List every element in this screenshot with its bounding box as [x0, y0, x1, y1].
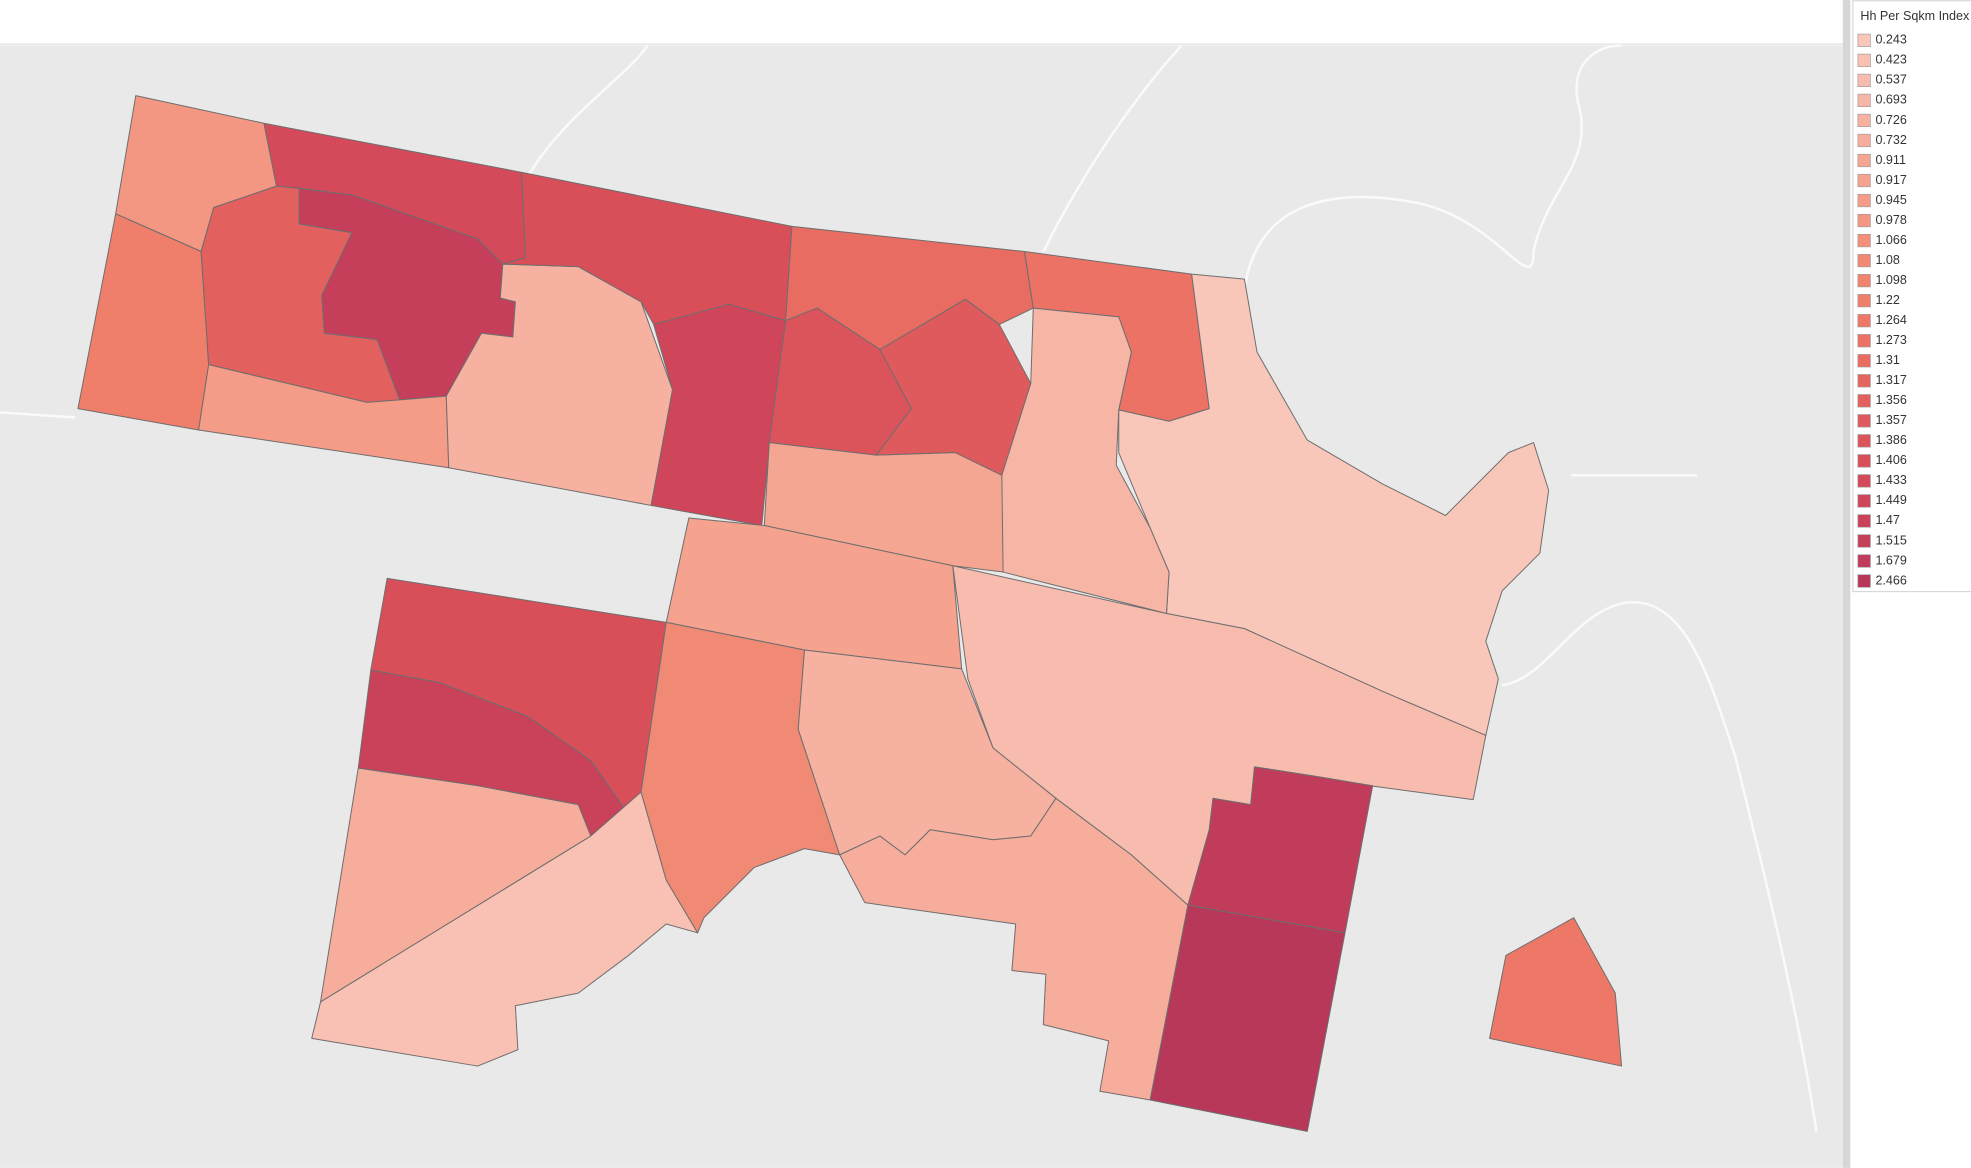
roads	[0, 44, 1818, 1132]
legend-swatch	[1857, 93, 1871, 108]
legend-label: 1.386	[1875, 433, 1906, 447]
legend-swatch	[1857, 133, 1871, 148]
region	[320, 767, 592, 1003]
legend-swatch	[1857, 213, 1871, 228]
legend-swatch	[1857, 73, 1871, 87]
legend-panel	[1852, 0, 1971, 593]
legend-label: 1.406	[1875, 453, 1906, 467]
legend-swatch	[1857, 434, 1871, 448]
legend-label: 0.243	[1875, 33, 1906, 47]
legend-label: 1.356	[1875, 393, 1906, 407]
legend-label: 0.978	[1875, 213, 1906, 227]
legend-swatch	[1857, 233, 1871, 248]
legend-label: 0.537	[1875, 73, 1906, 87]
legend-swatch	[1857, 454, 1871, 468]
legend-label: 1.357	[1875, 413, 1906, 427]
legend-label: 0.917	[1875, 173, 1906, 187]
legend-label: 1.47	[1875, 513, 1899, 527]
legend-label: 1.22	[1875, 293, 1899, 307]
legend-title: Hh Per Sqkm Index (	[1860, 9, 1971, 23]
road	[1042, 44, 1183, 253]
top-bar	[0, 0, 1843, 45]
road	[1501, 601, 1818, 1132]
legend-swatch	[1857, 334, 1871, 348]
road	[1243, 44, 1622, 290]
road	[526, 44, 649, 177]
region	[1118, 273, 1550, 736]
legend-label: 0.423	[1875, 53, 1906, 67]
legend-swatch	[1857, 53, 1871, 67]
legend-swatch	[1857, 374, 1871, 388]
legend-swatch	[1857, 294, 1871, 308]
legend-label: 2.466	[1875, 573, 1906, 587]
legend-label: 1.679	[1875, 553, 1906, 567]
legend-swatch	[1857, 394, 1871, 408]
legend-swatch	[1857, 554, 1871, 568]
legend-swatch	[1857, 474, 1871, 488]
legend-swatch	[1857, 414, 1871, 428]
legend-label: 1.31	[1875, 353, 1899, 367]
legend-swatch	[1857, 314, 1871, 328]
region	[650, 303, 787, 527]
legend-label: 1.264	[1875, 313, 1906, 327]
legend-label: 1.273	[1875, 333, 1906, 347]
legend-swatch	[1857, 193, 1871, 208]
legend-label: 1.515	[1875, 533, 1906, 547]
road	[0, 411, 76, 419]
legend: 0.243 0.423 0.537 0.693 0.726 0.732 0.911 0.917…	[1857, 33, 1907, 588]
legend-label: 1.317	[1875, 373, 1906, 387]
legend-swatch	[1857, 354, 1871, 368]
legend-label: 1.449	[1875, 493, 1906, 507]
legend-swatch	[1857, 534, 1871, 548]
legend-label: 0.726	[1875, 113, 1906, 127]
legend-swatch	[1857, 274, 1871, 288]
legend-swatch	[1857, 514, 1871, 528]
legend-swatch	[1857, 574, 1871, 588]
legend-swatch	[1857, 494, 1871, 508]
legend-swatch	[1857, 113, 1871, 128]
divider	[1842, 0, 1851, 1168]
legend-label: 0.945	[1875, 193, 1906, 207]
legend-swatch	[1857, 33, 1871, 47]
legend-swatch	[1857, 254, 1871, 268]
legend-label: 1.08	[1875, 253, 1899, 267]
legend-label: 0.911	[1875, 153, 1906, 167]
legend-label: 0.693	[1875, 93, 1906, 107]
legend-label: 1.066	[1875, 233, 1906, 247]
legend-swatch	[1857, 173, 1871, 188]
legend-label: 1.098	[1875, 273, 1906, 287]
legend-label: 0.732	[1875, 133, 1906, 147]
legend-label: 1.433	[1875, 473, 1906, 487]
region	[1489, 917, 1623, 1067]
regions	[77, 95, 1623, 1132]
legend-swatch	[1857, 153, 1871, 168]
region	[1149, 904, 1346, 1132]
